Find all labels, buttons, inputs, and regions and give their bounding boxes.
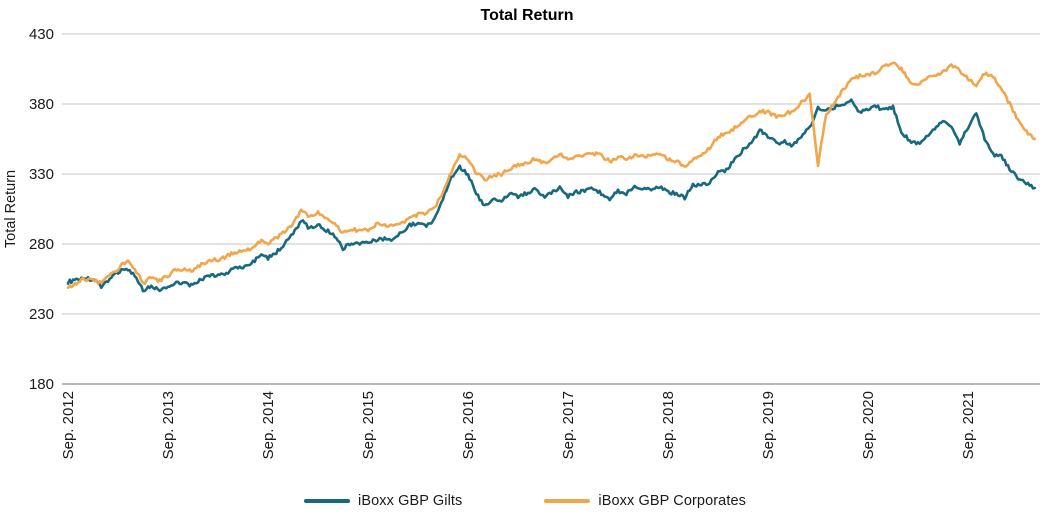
- y-tick-label: 280: [29, 236, 54, 253]
- x-tick-labels: Sep. 2012 Sep. 2013 Sep. 2014 Sep. 2015 Sep.…: [60, 391, 977, 459]
- legend-item-gilts: iBoxx GBP Gilts: [304, 493, 462, 509]
- x-tick-label: Sep. 2013: [160, 391, 177, 459]
- corporates-legend-label: iBoxx GBP Corporates: [598, 493, 746, 509]
- chart-title: Total Return: [480, 7, 573, 24]
- gilts-line-swatch: [304, 499, 350, 503]
- legend-item-corporates: iBoxx GBP Corporates: [544, 493, 746, 509]
- y-tick-label: 230: [29, 306, 54, 323]
- corporates-line-swatch: [544, 499, 591, 503]
- x-tick-label: Sep. 2017: [560, 391, 577, 459]
- y-tick-label: 380: [29, 96, 54, 113]
- y-tick-label: 330: [29, 166, 54, 183]
- x-tick-label: Sep. 2016: [460, 391, 477, 459]
- y-axis-title: Total Return: [3, 170, 19, 248]
- x-tick-label: Sep. 2012: [60, 391, 77, 459]
- y-tick-label: 430: [29, 26, 54, 43]
- x-tick-label: Sep. 2020: [860, 391, 877, 459]
- x-tick-label: Sep. 2014: [260, 391, 277, 459]
- chart-legend: iBoxx GBP Gilts iBoxx GBP Corporates: [0, 493, 1050, 509]
- x-tick-label: Sep. 2018: [660, 391, 677, 459]
- series-line-corporates: [66, 61, 1036, 289]
- x-tick-label: Sep. 2021: [960, 391, 977, 459]
- x-tick-label: Sep. 2019: [760, 391, 777, 459]
- series-lines: [66, 61, 1036, 293]
- y-tick-label: 180: [29, 376, 54, 393]
- gilts-legend-label: iBoxx GBP Gilts: [358, 493, 463, 509]
- y-tick-labels: 430 380 330 280 230 180: [29, 26, 54, 393]
- gridlines: [62, 33, 1040, 385]
- series-line-gilts: [66, 98, 1036, 293]
- x-tick-label: Sep. 2015: [360, 391, 377, 459]
